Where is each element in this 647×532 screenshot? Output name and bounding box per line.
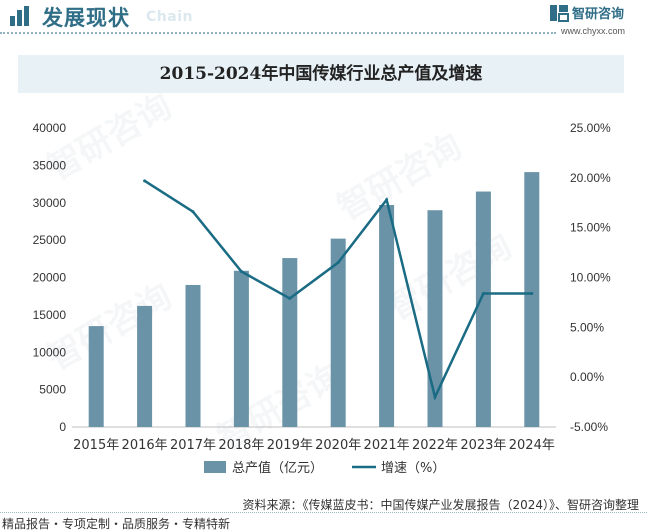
growth-point [288,296,292,300]
data-source: 资料来源：《传媒蓝皮书：中国传媒产业发展报告（2024）》、智研咨询整理 [242,498,639,512]
legend-label-line: 增速（%） [381,461,445,476]
x-tick-label: 2020年 [315,438,361,453]
brand-url: www.chyxx.com [561,26,626,36]
bar [282,258,298,427]
y-left-tick-label: 5000 [39,383,66,397]
bar [88,326,104,427]
growth-point [385,198,389,202]
bar [475,191,491,427]
x-tick-label: 2017年 [170,438,216,453]
growth-point [239,270,243,274]
growth-point [143,179,147,183]
section-title: 发展现状 [42,6,130,30]
y-right-tick-label: -5.00% [570,420,608,434]
section-subtitle: Chain [146,9,193,25]
growth-point [433,395,437,399]
footer-slogan: 精品报告・专项定制・品质服务・专精特新 [2,517,231,531]
y-right-tick-label: 15.00% [570,221,611,235]
bar [233,270,249,427]
bar [379,204,395,427]
y-left-tick-label: 0 [59,420,66,434]
bar [137,305,153,427]
bar [427,210,443,427]
y-right-tick-label: 0.00% [570,370,604,384]
y-right-tick-label: 25.00% [570,121,611,135]
combo-chart: 0 5000 10000 15000 20000 25000 30000 35000 40000… [33,121,611,476]
legend-swatch-bars [204,461,226,473]
x-tick-label: 2019年 [267,438,313,453]
footer-divider [0,512,647,513]
brand: 智研咨询 www.chyxx.com [549,2,639,42]
y-left-tick-label: 10000 [33,345,67,359]
chart-bars-icon [10,6,29,26]
x-tick-label: 2015年 [73,438,119,453]
y-right-tick-label: 5.00% [570,320,604,334]
brand-logo-icon [550,5,569,22]
bar [524,172,540,427]
growth-point [530,291,534,295]
y-left-tick-label: 40000 [33,121,67,135]
y-left-tick-label: 35000 [33,158,67,172]
header: 发展现状 Chain 智研咨询 www.chyxx.com [0,0,647,44]
growth-point [191,210,195,214]
y-left-tick-label: 15000 [33,308,67,322]
y-right-tick-label: 10.00% [570,271,611,285]
x-tick-label: 2023年 [460,438,506,453]
y-left-tick-label: 30000 [33,196,67,210]
x-tick-label: 2021年 [364,438,410,453]
y-right-tick-label: 20.00% [570,171,611,185]
brand-name: 智研咨询 [572,7,625,22]
y-left-tick-label: 20000 [33,271,67,285]
x-tick-label: 2022年 [412,438,458,453]
x-tick-label: 2016年 [122,438,168,453]
y-left-tick-label: 25000 [33,233,67,247]
bar [330,238,346,427]
growth-point [336,261,340,265]
legend-label-bars: 总产值（亿元） [232,460,323,476]
x-tick-label: 2024年 [509,438,555,453]
bar [185,284,201,427]
chart-title-band: 2015-2024年中国传媒行业总产值及增速 [18,55,624,93]
header-divider [0,32,556,34]
chart-title: 2015-2024年中国传媒行业总产值及增速 [159,64,483,84]
x-tick-label: 2018年 [218,438,264,453]
growth-point [481,291,485,295]
